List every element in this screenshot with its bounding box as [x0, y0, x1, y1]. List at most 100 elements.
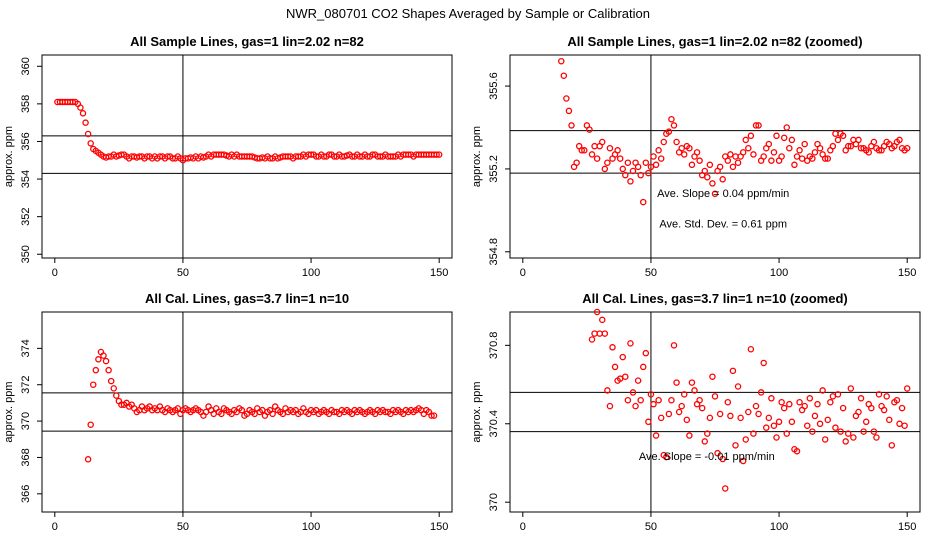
panel-title: All Cal. Lines, gas=3.7 lin=1 n=10	[145, 291, 349, 306]
data-point	[686, 432, 693, 439]
data-point	[788, 136, 796, 144]
data-point	[691, 387, 698, 394]
data-point	[642, 349, 650, 357]
data-point	[87, 140, 94, 147]
data-point	[624, 159, 632, 166]
data-point	[729, 163, 737, 171]
panel-cal: All Cal. Lines, gas=3.7 lin=1 n=10 0 50 100…	[3, 291, 453, 533]
data-point	[573, 159, 580, 166]
data-point	[655, 396, 662, 404]
data-point	[670, 122, 678, 129]
data-point	[755, 122, 762, 129]
data-point	[845, 142, 852, 150]
data-point	[829, 142, 837, 150]
data-point	[627, 340, 634, 347]
data-point	[82, 119, 89, 126]
data-point	[798, 155, 806, 162]
data-point	[755, 410, 762, 418]
data-point	[611, 363, 619, 371]
data-point	[796, 398, 803, 406]
data-point	[896, 136, 903, 144]
data-point	[100, 352, 107, 359]
data-point	[647, 163, 655, 171]
data-point	[722, 485, 729, 492]
panel-sample: All Sample Lines, gas=1 lin=2.02 n=82 0 50…	[3, 34, 453, 279]
chart-panels: All Sample Lines, gas=1 lin=2.02 n=82 0 50…	[3, 34, 921, 533]
data-point	[901, 422, 908, 429]
data-point	[773, 434, 780, 441]
panel-title: All Sample Lines, gas=1 lin=2.02 n=82	[130, 34, 364, 49]
data-point	[778, 153, 785, 160]
data-point	[719, 455, 726, 463]
data-point	[880, 406, 888, 414]
data-point	[678, 402, 685, 410]
data-point	[847, 385, 855, 392]
data-point	[750, 151, 757, 158]
data-point	[238, 406, 246, 414]
data-point	[102, 357, 110, 365]
data-point	[645, 169, 652, 177]
data-point	[850, 434, 857, 441]
data-point	[868, 404, 875, 412]
data-point	[752, 122, 760, 129]
data-point	[113, 392, 120, 399]
data-point	[832, 130, 839, 137]
data-point	[737, 414, 744, 422]
data-point	[750, 430, 757, 437]
data-point	[588, 336, 596, 343]
x-tick-label: 50	[645, 267, 657, 279]
data-point	[829, 393, 837, 400]
data-point	[435, 151, 443, 158]
y-tick-label: 358	[20, 95, 32, 113]
panel-cal-zoomed: All Cal. Lines, gas=3.7 lin=1 n=10 (zoom…	[471, 291, 921, 533]
data-point	[652, 161, 660, 169]
y-axis-label: approx. ppm	[3, 381, 15, 442]
data-point	[716, 410, 724, 418]
plot-frame	[41, 311, 453, 513]
data-point	[801, 140, 808, 148]
data-point	[739, 457, 747, 465]
data-point	[565, 107, 573, 115]
data-point	[604, 159, 611, 166]
data-point	[601, 330, 609, 337]
y-tick-label: 368	[20, 448, 32, 466]
data-point	[832, 424, 839, 431]
x-tick-label: 50	[177, 267, 189, 279]
data-point	[709, 180, 716, 187]
data-point	[732, 442, 739, 449]
data-point	[734, 159, 742, 166]
data-point	[711, 393, 719, 400]
data-point	[768, 157, 775, 164]
plot-frame	[41, 54, 453, 259]
data-point	[647, 391, 655, 398]
data-point	[433, 151, 440, 158]
y-tick-label: 355.6	[488, 72, 500, 100]
data-point	[686, 144, 693, 152]
data-point	[601, 165, 609, 173]
data-point	[84, 456, 92, 463]
data-point	[875, 391, 883, 398]
data-point	[568, 122, 575, 129]
data-point	[629, 389, 637, 396]
data-point	[793, 153, 801, 160]
data-point	[729, 367, 737, 375]
data-point	[870, 428, 878, 435]
x-tick-label: 150	[430, 267, 448, 279]
data-point	[747, 346, 755, 353]
data-point	[837, 428, 844, 435]
data-point	[811, 412, 819, 420]
data-point	[824, 416, 832, 424]
data-point	[816, 420, 824, 428]
data-point	[786, 144, 793, 152]
data-point	[218, 410, 225, 418]
x-tick-label: 0	[52, 521, 58, 533]
figure-title: NWR_080701 CO2 Shapes Averaged by Sample…	[286, 6, 650, 21]
data-point	[558, 57, 565, 65]
data-point	[675, 408, 683, 416]
data-point	[842, 438, 849, 445]
x-tick-label: 150	[430, 521, 448, 533]
data-point	[581, 147, 588, 154]
y-tick-label: 370.8	[488, 332, 500, 360]
data-point	[637, 396, 644, 404]
data-point	[821, 436, 829, 443]
